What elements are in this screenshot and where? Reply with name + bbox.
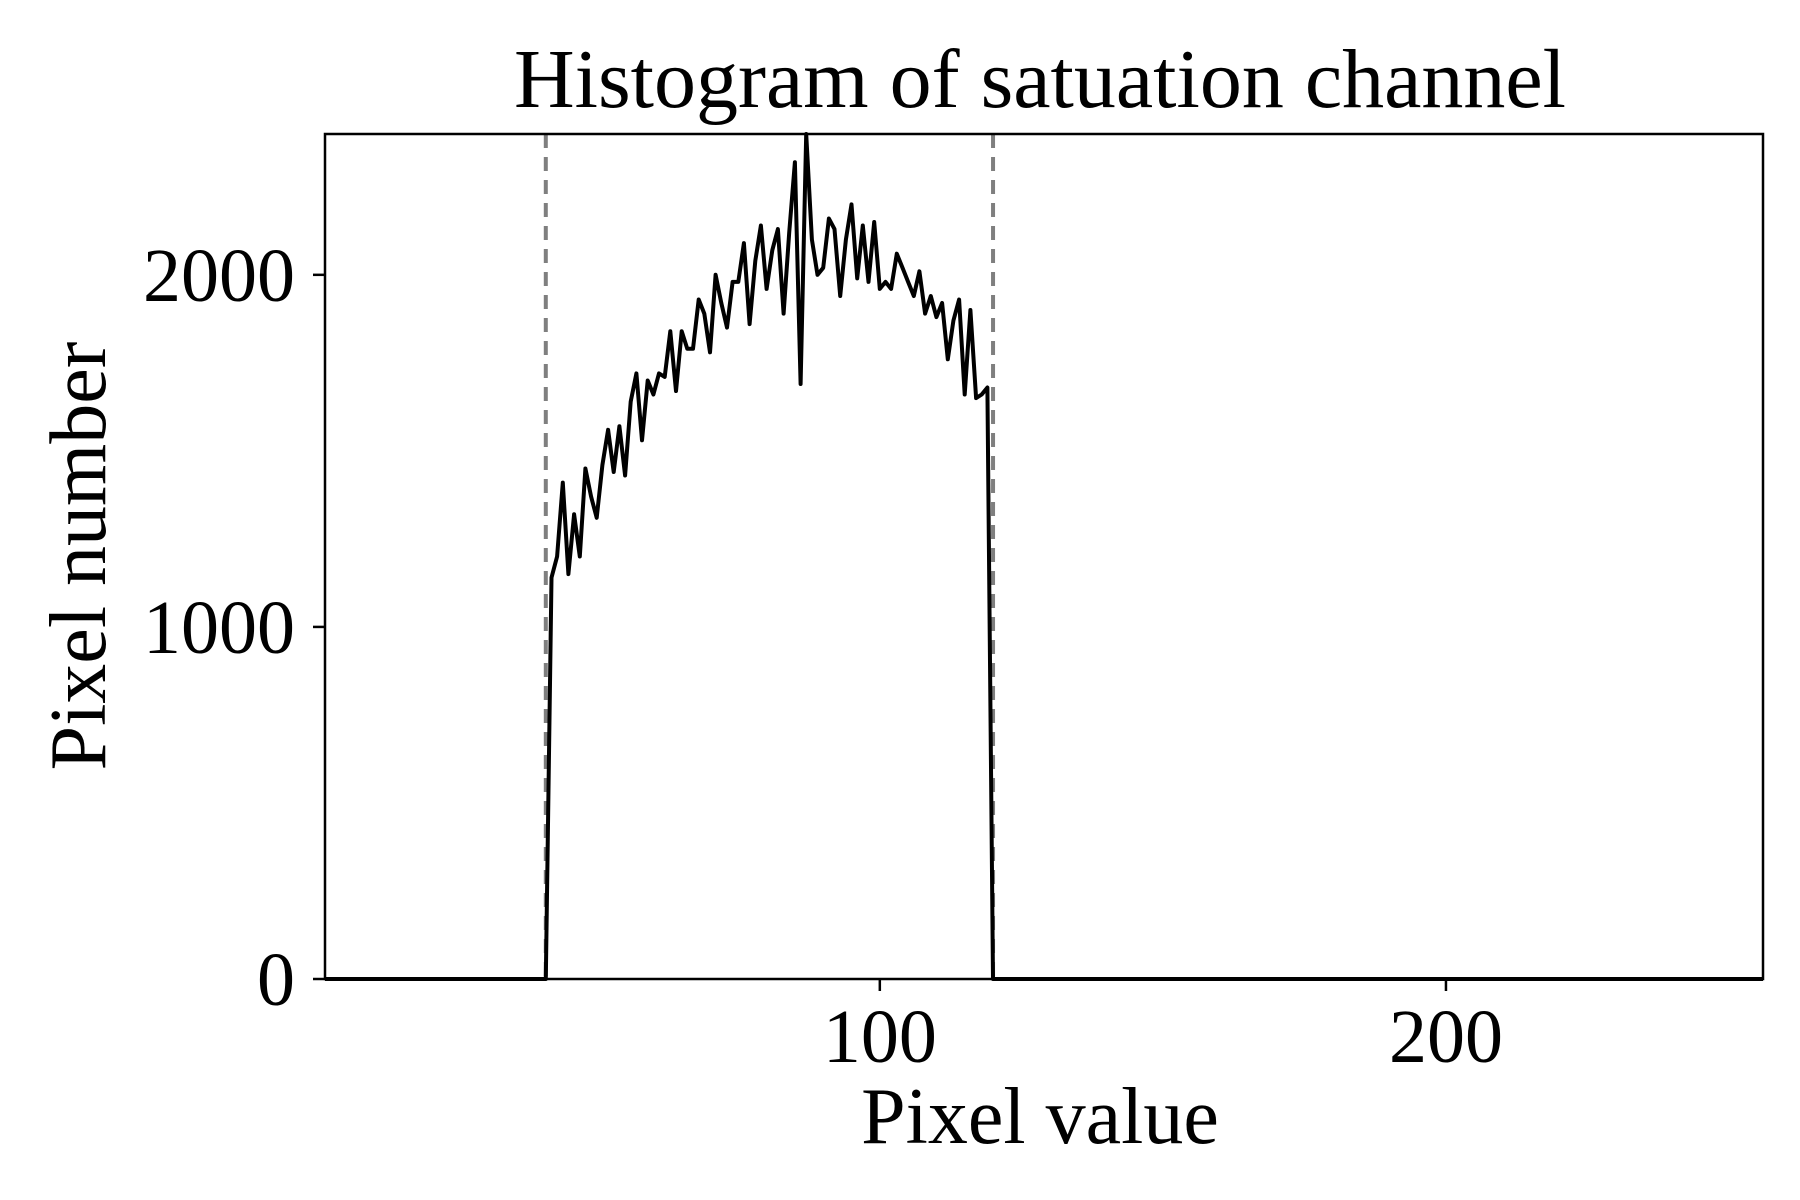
y-axis-label: Pixel number [35, 342, 123, 771]
x-tick-label: 200 [1389, 995, 1503, 1079]
y-tick-label: 2000 [143, 234, 295, 318]
y-axis: 0 1000 2000 [143, 234, 325, 1022]
y-tick-label: 0 [257, 938, 295, 1022]
chart-title: Histogram of satuation channel [514, 33, 1566, 126]
x-tick-label: 100 [823, 995, 937, 1079]
series-line [325, 132, 1763, 981]
x-axis-label: Pixel value [861, 1073, 1219, 1161]
x-axis: 100 200 [823, 979, 1503, 1079]
y-tick-label: 1000 [143, 586, 295, 670]
plot-frame [323, 132, 1765, 981]
reference-lines [543, 134, 996, 979]
